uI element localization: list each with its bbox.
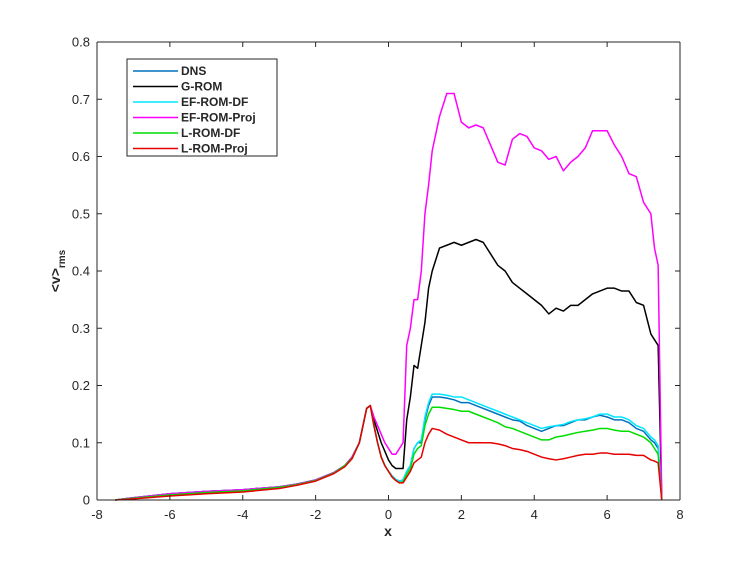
x-tick-label: 2	[458, 507, 465, 522]
y-tick-label: 0.2	[72, 378, 90, 393]
legend-label-ef-rom-df: EF-ROM-DF	[181, 95, 248, 109]
legend-label-ef-rom-proj: EF-ROM-Proj	[181, 111, 256, 125]
x-tick-label: 4	[531, 507, 538, 522]
x-tick-label: 8	[676, 507, 683, 522]
x-tick-label: -4	[237, 507, 249, 522]
legend-box	[126, 58, 278, 157]
x-tick-label: 6	[604, 507, 611, 522]
legend-label-l-rom-df: L-ROM-DF	[181, 126, 240, 140]
series-layer	[115, 92, 663, 501]
x-tick-label: 0	[385, 507, 392, 522]
x-axis-label: x	[384, 523, 392, 539]
y-tick-label: 0.4	[72, 264, 90, 279]
y-tick-label: 0.7	[72, 92, 90, 107]
y-axis-label-subscript: rms	[57, 249, 68, 268]
y-axis-label-main: <v>	[47, 268, 63, 292]
y-tick-label: 0.8	[72, 35, 90, 50]
y-tick-label: 0	[83, 493, 90, 508]
y-axis-label: <v>rms	[47, 249, 68, 292]
y-tick-label: 0.6	[72, 149, 90, 164]
x-tick-label: -2	[310, 507, 322, 522]
y-tick-label: 0.3	[72, 321, 90, 336]
series-line-l-rom-proj	[115, 404, 663, 501]
legend-label-dns: DNS	[181, 64, 206, 78]
y-tick-label: 0.5	[72, 206, 90, 221]
x-tick-label: -8	[91, 507, 103, 522]
y-tick-label: 0.1	[72, 435, 90, 450]
x-tick-label: -6	[164, 507, 176, 522]
legend-label-g-rom: G-ROM	[181, 80, 222, 94]
legend-label-l-rom-proj: L-ROM-Proj	[181, 142, 248, 156]
ticks: -8 -6 -4 -2 0 2 4 6 8 0 0.1 0.2 0.3 0.4 0.5 0.6 0.7 0.8	[72, 35, 684, 523]
